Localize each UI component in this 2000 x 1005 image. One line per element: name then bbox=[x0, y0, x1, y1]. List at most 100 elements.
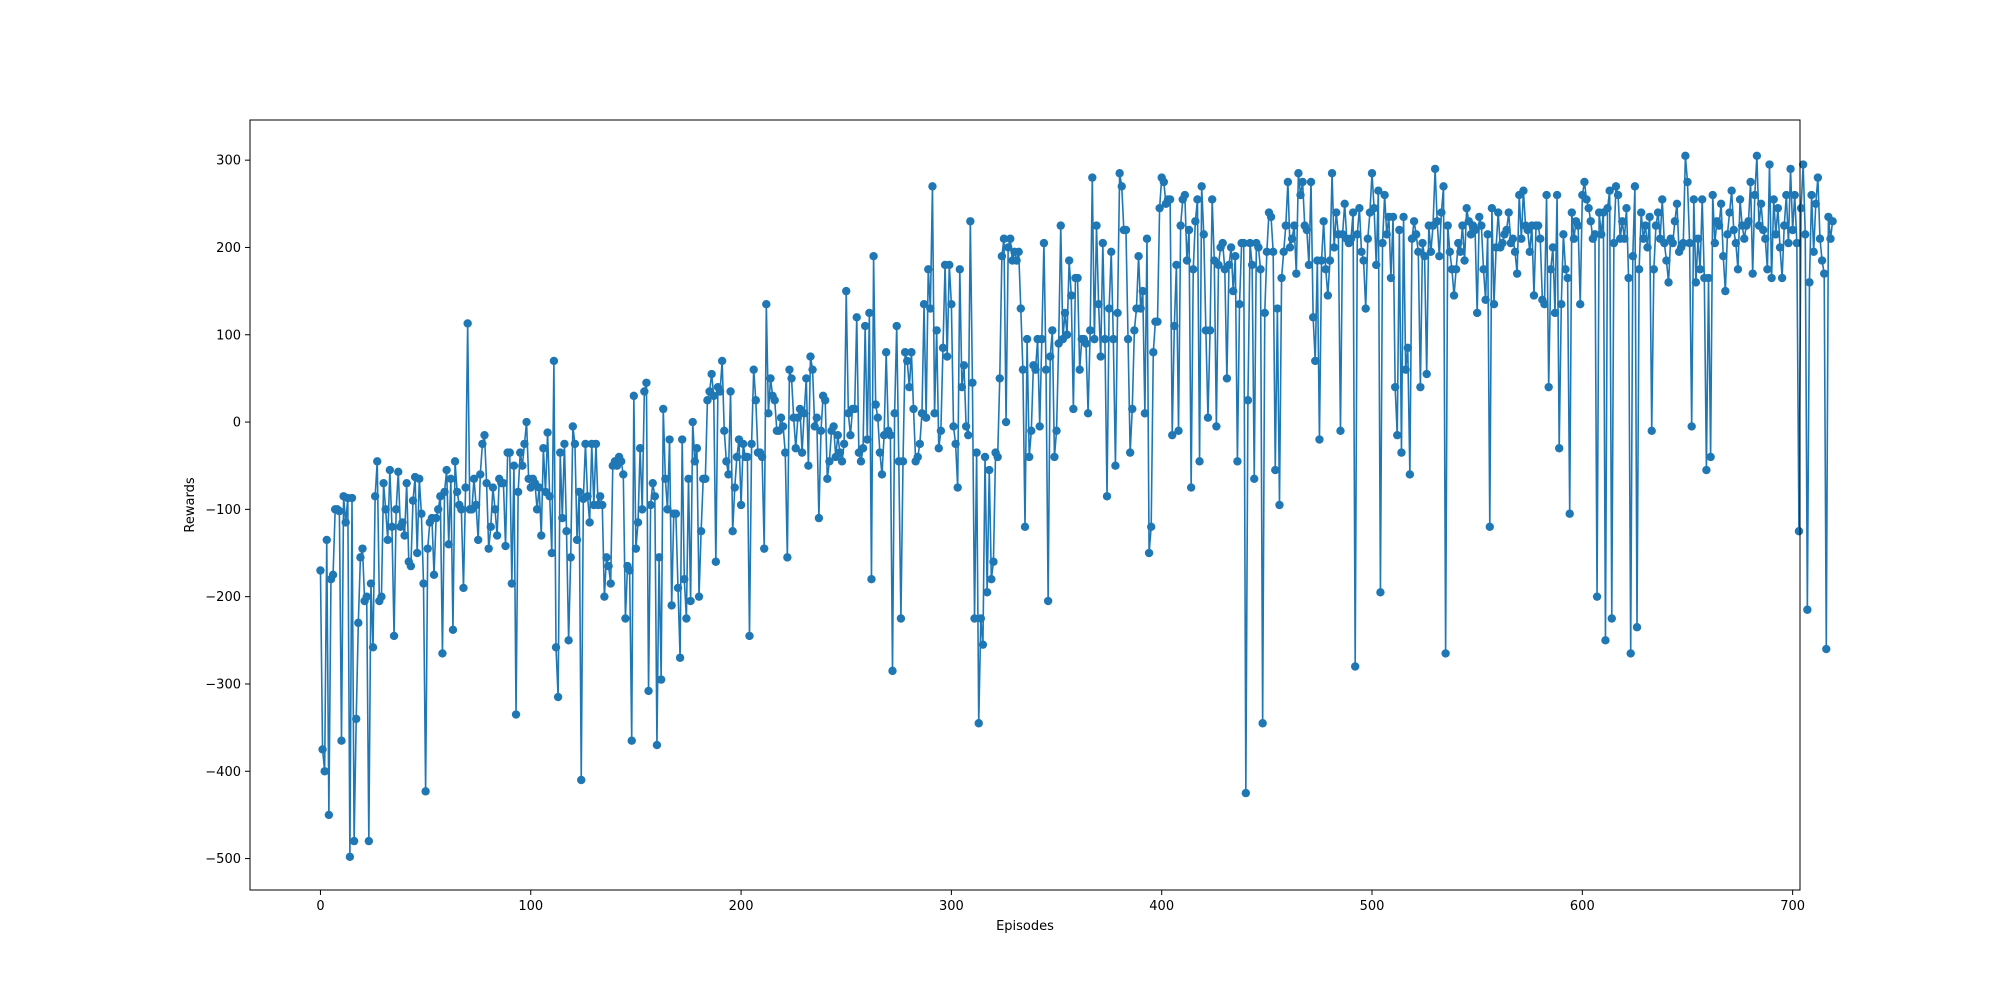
data-point bbox=[1733, 265, 1743, 274]
data-point bbox=[1716, 199, 1726, 209]
data-point bbox=[1586, 217, 1595, 226]
data-point bbox=[1761, 234, 1770, 243]
data-point bbox=[1773, 203, 1783, 213]
data-point bbox=[1239, 238, 1248, 248]
data-point bbox=[1113, 308, 1122, 318]
data-point bbox=[377, 592, 386, 601]
data-point bbox=[564, 636, 573, 645]
data-point bbox=[1508, 234, 1518, 243]
data-point bbox=[682, 614, 691, 623]
data-point bbox=[1035, 422, 1044, 431]
data-point bbox=[1418, 238, 1427, 248]
data-point bbox=[671, 509, 681, 518]
data-point bbox=[730, 483, 739, 492]
data-point bbox=[1416, 382, 1425, 392]
data-point bbox=[793, 413, 803, 422]
data-point bbox=[1296, 190, 1305, 200]
data-point bbox=[446, 474, 456, 484]
data-point bbox=[1502, 225, 1511, 235]
data-point bbox=[659, 404, 668, 414]
data-point bbox=[1128, 404, 1137, 414]
data-point bbox=[383, 535, 392, 545]
data-point bbox=[1180, 190, 1190, 200]
data-point bbox=[1372, 260, 1381, 270]
data-point bbox=[354, 618, 363, 628]
data-point bbox=[1388, 212, 1398, 222]
data-point bbox=[1060, 308, 1070, 318]
data-point bbox=[1544, 382, 1553, 392]
data-point bbox=[858, 444, 868, 453]
data-point bbox=[1086, 326, 1095, 335]
data-point bbox=[452, 487, 462, 497]
data-point bbox=[1041, 365, 1051, 374]
data-point bbox=[1746, 177, 1755, 187]
data-point bbox=[743, 452, 752, 462]
data-point bbox=[696, 526, 706, 536]
data-point bbox=[1786, 164, 1795, 174]
data-point bbox=[1107, 247, 1116, 257]
data-point bbox=[1479, 265, 1488, 274]
data-point bbox=[814, 513, 824, 523]
data-point bbox=[974, 719, 983, 728]
data-point bbox=[978, 640, 988, 649]
data-point bbox=[1729, 225, 1738, 235]
data-point bbox=[1096, 352, 1105, 361]
data-point bbox=[692, 444, 702, 453]
data-point bbox=[1662, 256, 1671, 265]
data-point bbox=[1064, 256, 1074, 265]
data-point bbox=[476, 470, 485, 479]
data-point bbox=[415, 474, 424, 484]
data-point bbox=[1111, 461, 1120, 470]
data-point bbox=[856, 457, 866, 466]
data-point bbox=[1247, 260, 1257, 270]
data-point bbox=[1159, 177, 1169, 187]
data-point bbox=[1805, 278, 1814, 287]
data-point bbox=[423, 544, 432, 553]
data-point bbox=[934, 444, 943, 453]
data-point bbox=[1285, 243, 1295, 252]
data-point bbox=[471, 500, 481, 510]
data-point bbox=[989, 557, 998, 566]
data-point bbox=[591, 439, 601, 449]
data-point bbox=[913, 452, 922, 462]
data-point bbox=[762, 300, 771, 309]
data-point bbox=[961, 422, 971, 431]
data-point bbox=[1170, 321, 1179, 331]
data-point bbox=[1533, 221, 1543, 230]
data-point bbox=[1134, 251, 1143, 261]
data-point bbox=[1144, 548, 1154, 558]
data-point bbox=[951, 439, 960, 449]
data-point bbox=[680, 575, 689, 584]
data-point bbox=[749, 365, 758, 374]
data-point bbox=[1256, 265, 1265, 274]
data-point bbox=[711, 557, 721, 566]
data-point bbox=[1268, 247, 1278, 257]
data-point bbox=[1559, 230, 1568, 239]
data-point bbox=[896, 614, 906, 623]
data-point bbox=[553, 692, 563, 702]
data-point bbox=[1130, 326, 1139, 335]
data-point bbox=[532, 505, 542, 514]
data-point bbox=[1146, 522, 1156, 532]
data-point bbox=[1046, 352, 1055, 361]
data-point bbox=[1014, 247, 1023, 257]
data-point bbox=[675, 653, 685, 662]
data-point bbox=[486, 522, 496, 532]
data-point bbox=[652, 740, 662, 750]
data-point bbox=[686, 596, 695, 606]
data-point bbox=[860, 321, 870, 331]
data-point bbox=[1262, 247, 1272, 257]
data-point bbox=[1769, 195, 1778, 204]
data-point bbox=[787, 374, 796, 383]
data-point bbox=[1250, 474, 1259, 484]
data-point bbox=[1197, 182, 1206, 191]
data-point bbox=[1186, 483, 1196, 492]
data-point bbox=[1782, 190, 1791, 200]
data-point bbox=[1485, 522, 1494, 532]
data-point bbox=[1672, 199, 1682, 209]
data-point bbox=[1582, 195, 1591, 204]
data-point bbox=[450, 457, 460, 466]
data-point bbox=[1006, 234, 1015, 243]
data-point bbox=[1567, 208, 1577, 217]
data-point bbox=[1138, 286, 1147, 296]
